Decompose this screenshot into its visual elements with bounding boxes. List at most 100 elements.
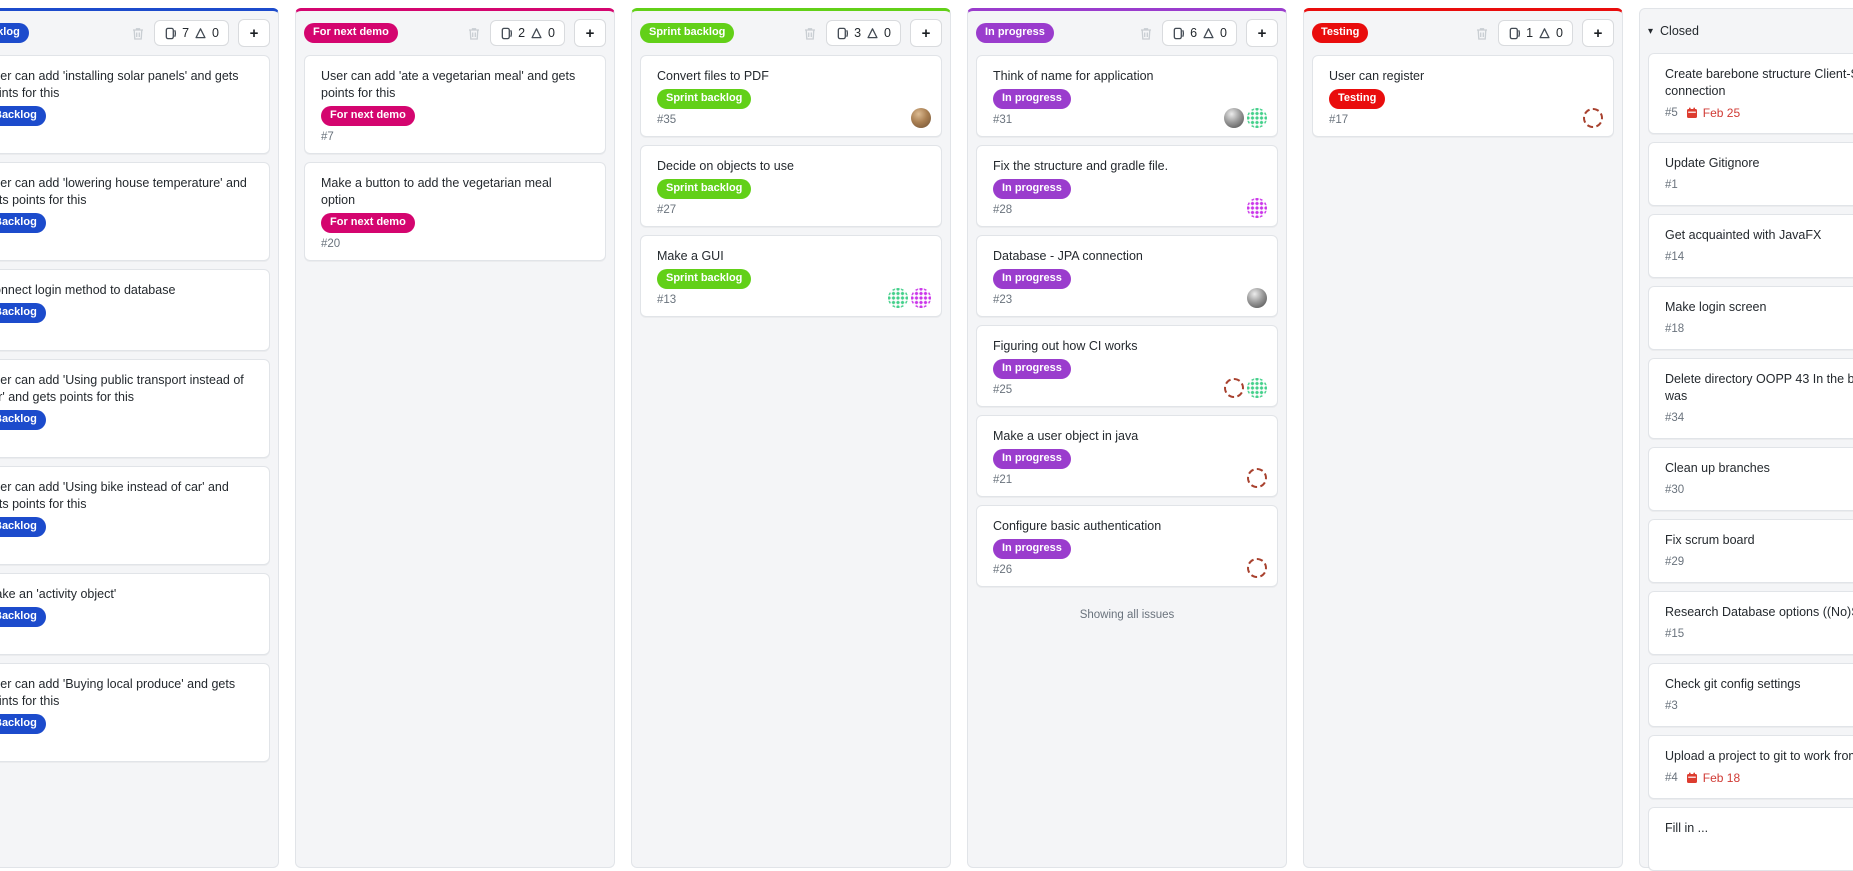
- issue-card[interactable]: Connect login method to database Backlog: [0, 269, 270, 351]
- issue-card[interactable]: Delete directory OOPP 43 In the begin wa…: [1648, 358, 1853, 439]
- card-meta: [0, 539, 253, 556]
- board-column: In progress 6: [967, 8, 1287, 868]
- sketch-red-avatar: [1224, 378, 1244, 398]
- trash-icon[interactable]: [131, 26, 145, 41]
- issue-card[interactable]: Update Gitignore #1: [1648, 142, 1853, 206]
- trash-icon[interactable]: [1475, 26, 1489, 41]
- card-title: Delete directory OOPP 43 In the begin wa…: [1665, 372, 1853, 403]
- issue-card[interactable]: Fix the structure and gradle file. In pr…: [976, 145, 1278, 227]
- issue-card[interactable]: Check git config settings #3: [1648, 663, 1853, 727]
- issue-card[interactable]: Figuring out how CI works In progress #2…: [976, 325, 1278, 407]
- issue-number: #18: [1665, 322, 1685, 335]
- card-title: Convert files to PDF: [657, 69, 769, 83]
- trash-icon[interactable]: [1139, 26, 1153, 41]
- archived-count: 0: [1220, 26, 1227, 40]
- issue-number: #17: [1329, 113, 1349, 126]
- issue-card[interactable]: Fix scrum board #29: [1648, 519, 1853, 583]
- card-labels: Backlog: [0, 714, 253, 734]
- card-title: Update Gitignore: [1665, 156, 1760, 170]
- issue-card[interactable]: User can add 'installing solar panels' a…: [0, 55, 270, 154]
- card-label: Backlog: [0, 213, 46, 233]
- card-title: Check git config settings: [1665, 677, 1801, 691]
- card-title: Clean up branches: [1665, 461, 1770, 475]
- issue-card[interactable]: Make a GUI Sprint backlog #13: [640, 235, 942, 317]
- trash-icon[interactable]: [467, 26, 481, 41]
- column-label: Sprint backlog: [640, 23, 735, 43]
- card-meta: [0, 235, 253, 252]
- issue-card[interactable]: User can register Testing #17: [1312, 55, 1614, 137]
- sketch-red-avatar: [1247, 558, 1267, 578]
- issue-card[interactable]: Clean up branches #30: [1648, 447, 1853, 511]
- issue-card[interactable]: Create barebone structure Client-Server …: [1648, 53, 1853, 134]
- card-label: In progress: [993, 449, 1071, 469]
- issue-card[interactable]: Make a button to add the vegetarian meal…: [304, 162, 606, 261]
- card-label: In progress: [993, 179, 1071, 199]
- issue-number: #35: [657, 113, 677, 126]
- issue-number: #1: [1665, 178, 1678, 191]
- issue-card[interactable]: Research Database options ((No)SQL?) #15: [1648, 591, 1853, 655]
- card-title: Make a user object in java: [993, 429, 1139, 443]
- card-meta: #4 Feb 18: [1665, 769, 1853, 786]
- trash-icon[interactable]: [803, 26, 817, 41]
- issue-card[interactable]: User can add 'lowering house temperature…: [0, 162, 270, 261]
- card-labels: In progress: [993, 539, 1261, 559]
- card-title: Fix the structure and gradle file.: [993, 159, 1169, 173]
- card-label: Backlog: [0, 410, 46, 430]
- card-meta: #17: [1329, 111, 1597, 128]
- issue-card[interactable]: Fill in ...: [1648, 807, 1853, 871]
- issue-card[interactable]: User can add 'Using public transport ins…: [0, 359, 270, 458]
- add-card-button[interactable]: +: [1246, 19, 1278, 47]
- card-labels: In progress: [993, 89, 1261, 109]
- card-title: User can add 'installing solar panels' a…: [0, 69, 239, 100]
- cards-count: 1: [1526, 26, 1534, 40]
- add-card-button[interactable]: +: [238, 19, 270, 47]
- issue-card[interactable]: Convert files to PDF Sprint backlog #35: [640, 55, 942, 137]
- card-labels: In progress: [993, 449, 1261, 469]
- collapse-caret-icon[interactable]: ▾: [1648, 25, 1654, 37]
- add-card-button[interactable]: +: [574, 19, 606, 47]
- issue-card[interactable]: Make an 'activity object' Backlog: [0, 573, 270, 655]
- issue-number: #21: [993, 473, 1013, 486]
- assignee-avatars: [1224, 378, 1267, 398]
- card-title: Research Database options ((No)SQL?): [1665, 605, 1853, 619]
- column-collapse-header[interactable]: ▾ Closed: [1648, 24, 1699, 38]
- issue-card[interactable]: User can add 'Using bike instead of car'…: [0, 466, 270, 565]
- note-count-icon: [1508, 27, 1521, 40]
- issue-card[interactable]: User can add 'ate a vegetarian meal' and…: [304, 55, 606, 154]
- card-labels: In progress: [993, 359, 1261, 379]
- card-title: Connect login method to database: [0, 283, 176, 297]
- assignee-avatars: [1247, 558, 1267, 578]
- photo-brown-avatar: [911, 108, 931, 128]
- card-labels: Backlog: [0, 213, 253, 233]
- issue-card[interactable]: User can add 'Buying local produce' and …: [0, 663, 270, 762]
- column-label: Backlog: [0, 23, 29, 43]
- column-tools: 1 0 +: [1475, 19, 1614, 47]
- add-card-button[interactable]: +: [910, 19, 942, 47]
- archived-count: 0: [1556, 26, 1563, 40]
- issue-card[interactable]: Database - JPA connection In progress #2…: [976, 235, 1278, 317]
- issue-number: #15: [1665, 627, 1685, 640]
- column-counts: 2 0: [490, 20, 565, 46]
- column-label: In progress: [976, 23, 1054, 43]
- column-tools: 2 0 +: [467, 19, 606, 47]
- add-card-button[interactable]: +: [1582, 19, 1614, 47]
- issue-number: #34: [1665, 411, 1685, 424]
- issue-card[interactable]: Get acquainted with JavaFX #14: [1648, 214, 1853, 278]
- card-title: Get acquainted with JavaFX: [1665, 228, 1822, 242]
- card-title: Think of name for application: [993, 69, 1154, 83]
- issue-card[interactable]: Decide on objects to use Sprint backlog …: [640, 145, 942, 227]
- issue-card[interactable]: Think of name for application In progres…: [976, 55, 1278, 137]
- issue-card[interactable]: Upload a project to git to work from #4 …: [1648, 735, 1853, 799]
- cards-list: User can add 'ate a vegetarian meal' and…: [296, 55, 614, 261]
- card-title: User can register: [1329, 69, 1425, 83]
- card-meta: [0, 128, 253, 145]
- issue-card[interactable]: Configure basic authentication In progre…: [976, 505, 1278, 587]
- cards-list: Think of name for application In progres…: [968, 55, 1286, 587]
- card-title: User can add 'lowering house temperature…: [0, 176, 247, 207]
- assignee-avatars: [1224, 108, 1267, 128]
- identicon-green-avatar: [1247, 108, 1267, 128]
- issue-card[interactable]: Make a user object in java In progress #…: [976, 415, 1278, 497]
- issue-card[interactable]: Make login screen #18: [1648, 286, 1853, 350]
- note-count-icon: [164, 27, 177, 40]
- card-labels: Sprint backlog: [657, 89, 925, 109]
